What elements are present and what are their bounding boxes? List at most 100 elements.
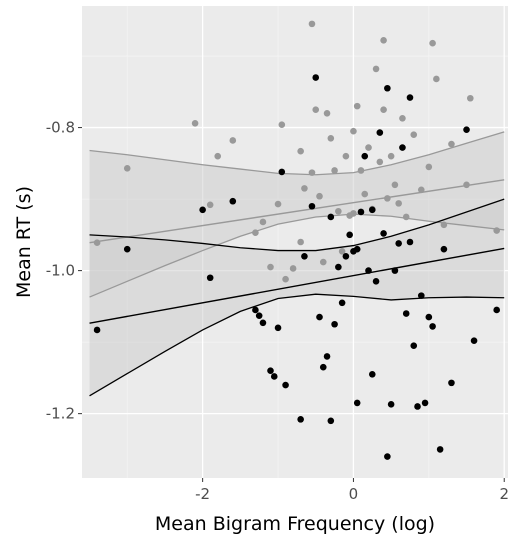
data-point <box>357 208 365 216</box>
data-point <box>267 263 274 271</box>
data-point <box>316 192 323 200</box>
data-point <box>368 206 376 214</box>
data-point <box>206 274 214 282</box>
data-point <box>282 275 289 283</box>
data-point <box>448 379 455 387</box>
data-point <box>191 119 199 127</box>
data-point <box>308 169 316 176</box>
data-point <box>357 167 365 174</box>
data-point <box>252 306 259 314</box>
data-point <box>440 245 448 253</box>
data-point <box>399 144 406 151</box>
data-point <box>301 253 308 260</box>
data-point <box>353 245 361 253</box>
data-point <box>123 165 131 172</box>
x-tick-label: 2 <box>499 485 509 503</box>
data-point <box>346 231 353 239</box>
data-point <box>327 213 335 221</box>
tick-layer: -2 0 2 -0.8 -1.0 -1.2 <box>46 119 509 503</box>
data-point <box>372 65 380 73</box>
data-point <box>425 163 433 171</box>
data-point <box>433 75 440 83</box>
data-point <box>319 363 327 371</box>
data-point <box>342 253 350 260</box>
data-point <box>493 227 500 234</box>
data-point <box>417 186 425 194</box>
data-point <box>297 238 304 246</box>
data-point <box>270 373 278 380</box>
data-point <box>463 181 470 189</box>
data-point <box>365 144 372 151</box>
data-point <box>440 221 448 229</box>
data-point <box>252 229 259 237</box>
point-layer <box>93 20 500 460</box>
data-point <box>308 20 316 28</box>
data-point <box>327 135 335 142</box>
data-point <box>259 319 267 327</box>
y-tick-label: -1.2 <box>46 405 75 423</box>
data-point <box>331 167 338 174</box>
data-point <box>350 210 357 217</box>
data-point <box>384 84 391 92</box>
data-point <box>368 371 376 378</box>
data-point <box>395 200 402 207</box>
band-layer <box>89 131 505 396</box>
data-point <box>214 152 222 160</box>
data-point <box>335 207 342 215</box>
x-axis-title: Mean Bigram Frequency (log) <box>155 513 435 535</box>
data-point <box>353 399 361 407</box>
data-point <box>274 324 282 332</box>
data-point <box>406 238 414 246</box>
data-point <box>278 121 286 129</box>
data-point <box>331 320 338 328</box>
x-tick-label: 0 <box>349 485 359 503</box>
data-point <box>429 323 436 330</box>
data-point <box>372 278 380 285</box>
data-point <box>414 403 421 410</box>
data-point <box>410 342 418 349</box>
data-point <box>301 185 308 192</box>
data-point <box>282 381 289 389</box>
data-point <box>289 265 297 272</box>
data-point <box>406 94 414 101</box>
data-point <box>297 147 304 155</box>
data-point <box>312 106 320 113</box>
data-point <box>463 126 470 134</box>
data-point <box>229 137 237 144</box>
data-point <box>417 292 425 299</box>
data-point <box>93 239 101 247</box>
data-point <box>316 313 323 321</box>
data-point <box>297 416 304 423</box>
band-lower-edge <box>89 293 505 397</box>
data-point <box>229 197 237 205</box>
confidence-band <box>89 131 505 298</box>
data-point <box>338 299 346 307</box>
data-point <box>470 337 478 344</box>
data-point <box>335 263 342 271</box>
data-point <box>259 218 267 226</box>
data-point <box>323 109 331 117</box>
data-point <box>278 168 286 176</box>
regression-line <box>89 179 505 244</box>
data-point <box>267 367 274 375</box>
data-point <box>308 202 316 210</box>
data-point <box>376 158 384 166</box>
band-upper-edge <box>89 198 505 252</box>
data-point <box>467 94 474 102</box>
data-point <box>429 39 436 47</box>
data-point <box>402 213 410 221</box>
data-point <box>199 206 206 214</box>
data-point <box>365 267 372 274</box>
data-point <box>327 417 335 425</box>
data-point <box>380 230 387 237</box>
data-point <box>353 102 361 110</box>
data-point <box>436 446 444 453</box>
data-point <box>323 353 331 360</box>
regression-line <box>89 247 505 324</box>
data-point <box>342 152 350 160</box>
data-point <box>391 267 399 274</box>
data-point <box>93 326 101 334</box>
data-point <box>338 247 346 255</box>
data-point <box>123 245 131 253</box>
